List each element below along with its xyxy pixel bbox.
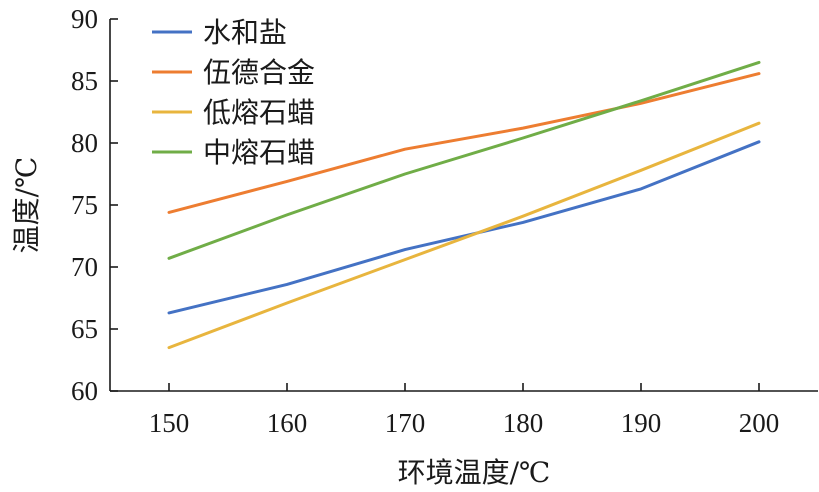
x-tick-label: 150 [149, 408, 190, 438]
x-tick-label: 200 [739, 408, 780, 438]
x-tick-label: 170 [385, 408, 426, 438]
y-tick-label: 85 [71, 66, 98, 96]
x-tick-label: 180 [503, 408, 544, 438]
y-axis-title: 温度/℃ [10, 157, 43, 254]
series-line-1 [167, 140, 761, 315]
series-line-3 [167, 121, 761, 350]
legend-label-1: 水和盐 [203, 16, 287, 49]
legend-label-2: 伍德合金 [203, 56, 315, 89]
series-line-2 [167, 72, 761, 214]
x-ticks: 150 160 170 180 190 200 [149, 383, 780, 438]
y-tick-label: 65 [71, 314, 98, 344]
y-tick-label: 75 [71, 190, 98, 220]
y-tick-label: 80 [71, 128, 98, 158]
series-lines [167, 60, 761, 350]
x-tick-label: 160 [267, 408, 308, 438]
x-axis-title: 环境温度/℃ [398, 456, 551, 489]
y-tick-label: 70 [71, 252, 98, 282]
y-tick-label: 90 [71, 4, 98, 34]
y-ticks: 60 65 70 75 80 85 90 [71, 4, 118, 406]
legend-label-4: 中熔石蜡 [203, 136, 315, 169]
series-line-4 [167, 60, 761, 260]
y-tick-label: 60 [71, 376, 98, 406]
x-tick-label: 190 [621, 408, 662, 438]
legend-label-3: 低熔石蜡 [203, 96, 315, 129]
